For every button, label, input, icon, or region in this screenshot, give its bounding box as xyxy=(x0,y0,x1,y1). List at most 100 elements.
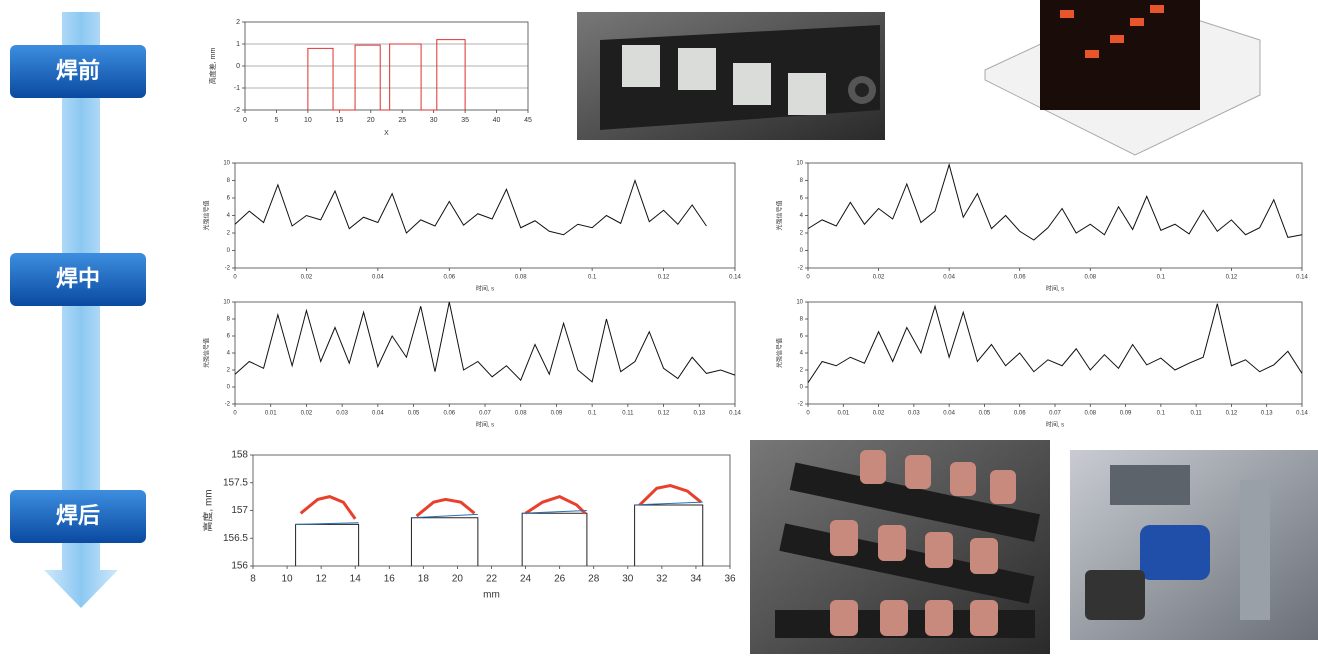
y-tick-label: -2 xyxy=(798,402,804,408)
y-tick-label: -2 xyxy=(225,402,231,408)
x-tick-label: 0.06 xyxy=(1014,411,1026,417)
x-tick-label: 0.02 xyxy=(301,411,313,417)
x-tick-label: 0.07 xyxy=(479,411,491,417)
plot-frame xyxy=(253,455,730,566)
x-tick-label: 0.09 xyxy=(551,411,563,417)
x-tick-label: 45 xyxy=(524,117,532,124)
x-tick-label: 0.05 xyxy=(408,411,420,417)
y-tick-label: 10 xyxy=(796,300,803,306)
y-tick-label: 6 xyxy=(227,196,231,202)
y-tick-label: 0 xyxy=(236,63,240,70)
stage-label: 焊后 xyxy=(56,504,100,529)
y-tick-label: 157 xyxy=(231,505,248,516)
y-tick-label: 0 xyxy=(800,248,804,254)
x-tick-label: 0.02 xyxy=(873,275,885,281)
x-tick-label: 14 xyxy=(350,574,362,585)
x-tick-label: 32 xyxy=(656,574,668,585)
data-line xyxy=(808,304,1302,383)
y-axis-label: 光强信号值 xyxy=(203,200,211,230)
y-tick-label: 157.5 xyxy=(223,477,248,488)
slide: 焊前 焊中 焊后 -2-101205 xyxy=(0,0,1318,654)
x-tick-label: 0.07 xyxy=(1049,411,1061,417)
x-tick-label: 12 xyxy=(316,574,328,585)
y-tick-label: 4 xyxy=(800,213,804,219)
x-tick-label: 24 xyxy=(520,574,532,585)
y-tick-label: 1 xyxy=(236,41,240,48)
stage-label: 焊前 xyxy=(56,58,100,84)
y-tick-label: 2 xyxy=(800,231,804,237)
data-line xyxy=(640,486,701,505)
x-tick-label: 0 xyxy=(233,411,237,417)
y-tick-label: 6 xyxy=(227,334,231,340)
x-tick-label: 15 xyxy=(335,117,343,124)
x-tick-label: 30 xyxy=(430,117,438,124)
x-tick-label: 20 xyxy=(452,574,464,585)
x-tick-label: 0.08 xyxy=(1084,411,1096,417)
x-axis-label: 时间, s xyxy=(476,285,494,293)
y-tick-label: 0 xyxy=(227,248,231,254)
y-tick-label: 4 xyxy=(227,213,231,219)
y-axis-label: 光强信号值 xyxy=(203,338,211,368)
x-tick-label: 0 xyxy=(806,275,810,281)
y-tick-label: -2 xyxy=(234,107,240,114)
stage-label: 焊中 xyxy=(56,267,100,292)
photo-inspection xyxy=(577,12,885,140)
data-line xyxy=(417,499,475,516)
y-tick-label: -2 xyxy=(225,266,231,272)
x-tick-label: 0.08 xyxy=(1084,275,1096,281)
y-tick-label: 8 xyxy=(227,317,231,323)
x-tick-label: 0.06 xyxy=(443,411,455,417)
y-axis-label: 光强信号值 xyxy=(776,338,784,368)
x-tick-label: 20 xyxy=(367,117,375,124)
x-tick-label: 0.01 xyxy=(837,411,849,417)
data-line xyxy=(522,513,587,566)
x-tick-label: 5 xyxy=(274,117,278,124)
data-line xyxy=(296,524,359,566)
y-tick-label: 2 xyxy=(800,368,804,374)
data-line xyxy=(235,181,706,235)
x-tick-label: 34 xyxy=(690,574,702,585)
y-tick-label: 0 xyxy=(800,385,804,391)
x-tick-label: 0.14 xyxy=(729,411,741,417)
x-axis-label: 时间, s xyxy=(476,421,494,429)
y-tick-label: 158 xyxy=(231,450,248,461)
x-tick-label: 0.03 xyxy=(908,411,920,417)
x-tick-label: 8 xyxy=(250,574,256,585)
plot-frame xyxy=(808,302,1302,404)
y-tick-label: 4 xyxy=(800,351,804,357)
x-tick-label: 0.05 xyxy=(979,411,991,417)
x-tick-label: 0 xyxy=(243,117,247,124)
y-tick-label: 10 xyxy=(223,300,230,306)
x-tick-label: 26 xyxy=(554,574,566,585)
y-tick-label: 0 xyxy=(227,385,231,391)
x-tick-label: 35 xyxy=(461,117,469,124)
x-tick-label: 0.04 xyxy=(372,275,384,281)
x-tick-label: 0.01 xyxy=(265,411,277,417)
plot-frame xyxy=(235,302,735,404)
y-tick-label: 2 xyxy=(227,368,231,374)
x-tick-label: 16 xyxy=(384,574,396,585)
x-tick-label: 0.14 xyxy=(1296,411,1308,417)
x-tick-label: 0.14 xyxy=(729,275,741,281)
x-tick-label: 0.06 xyxy=(443,275,455,281)
y-axis-label: 高度差, mm xyxy=(208,48,217,85)
x-tick-label: 0.1 xyxy=(1157,275,1166,281)
x-axis-label: 时间, s xyxy=(1046,285,1064,293)
x-tick-label: 0.04 xyxy=(943,275,955,281)
y-tick-label: 8 xyxy=(800,317,804,323)
y-tick-label: 156 xyxy=(231,561,248,572)
data-line xyxy=(308,40,465,110)
x-tick-label: 0.09 xyxy=(1120,411,1132,417)
x-tick-label: 25 xyxy=(398,117,406,124)
x-tick-label: 22 xyxy=(486,574,498,585)
y-tick-label: 2 xyxy=(227,231,231,237)
x-tick-label: 0 xyxy=(806,411,810,417)
x-tick-label: 10 xyxy=(304,117,312,124)
x-axis-label: X xyxy=(384,130,389,137)
x-axis-label: 时间, s xyxy=(1046,421,1064,429)
x-tick-label: 0.11 xyxy=(622,411,634,417)
y-tick-label: 10 xyxy=(223,161,230,167)
x-tick-label: 18 xyxy=(418,574,430,585)
x-axis-label: mm xyxy=(483,590,500,601)
x-tick-label: 40 xyxy=(493,117,501,124)
